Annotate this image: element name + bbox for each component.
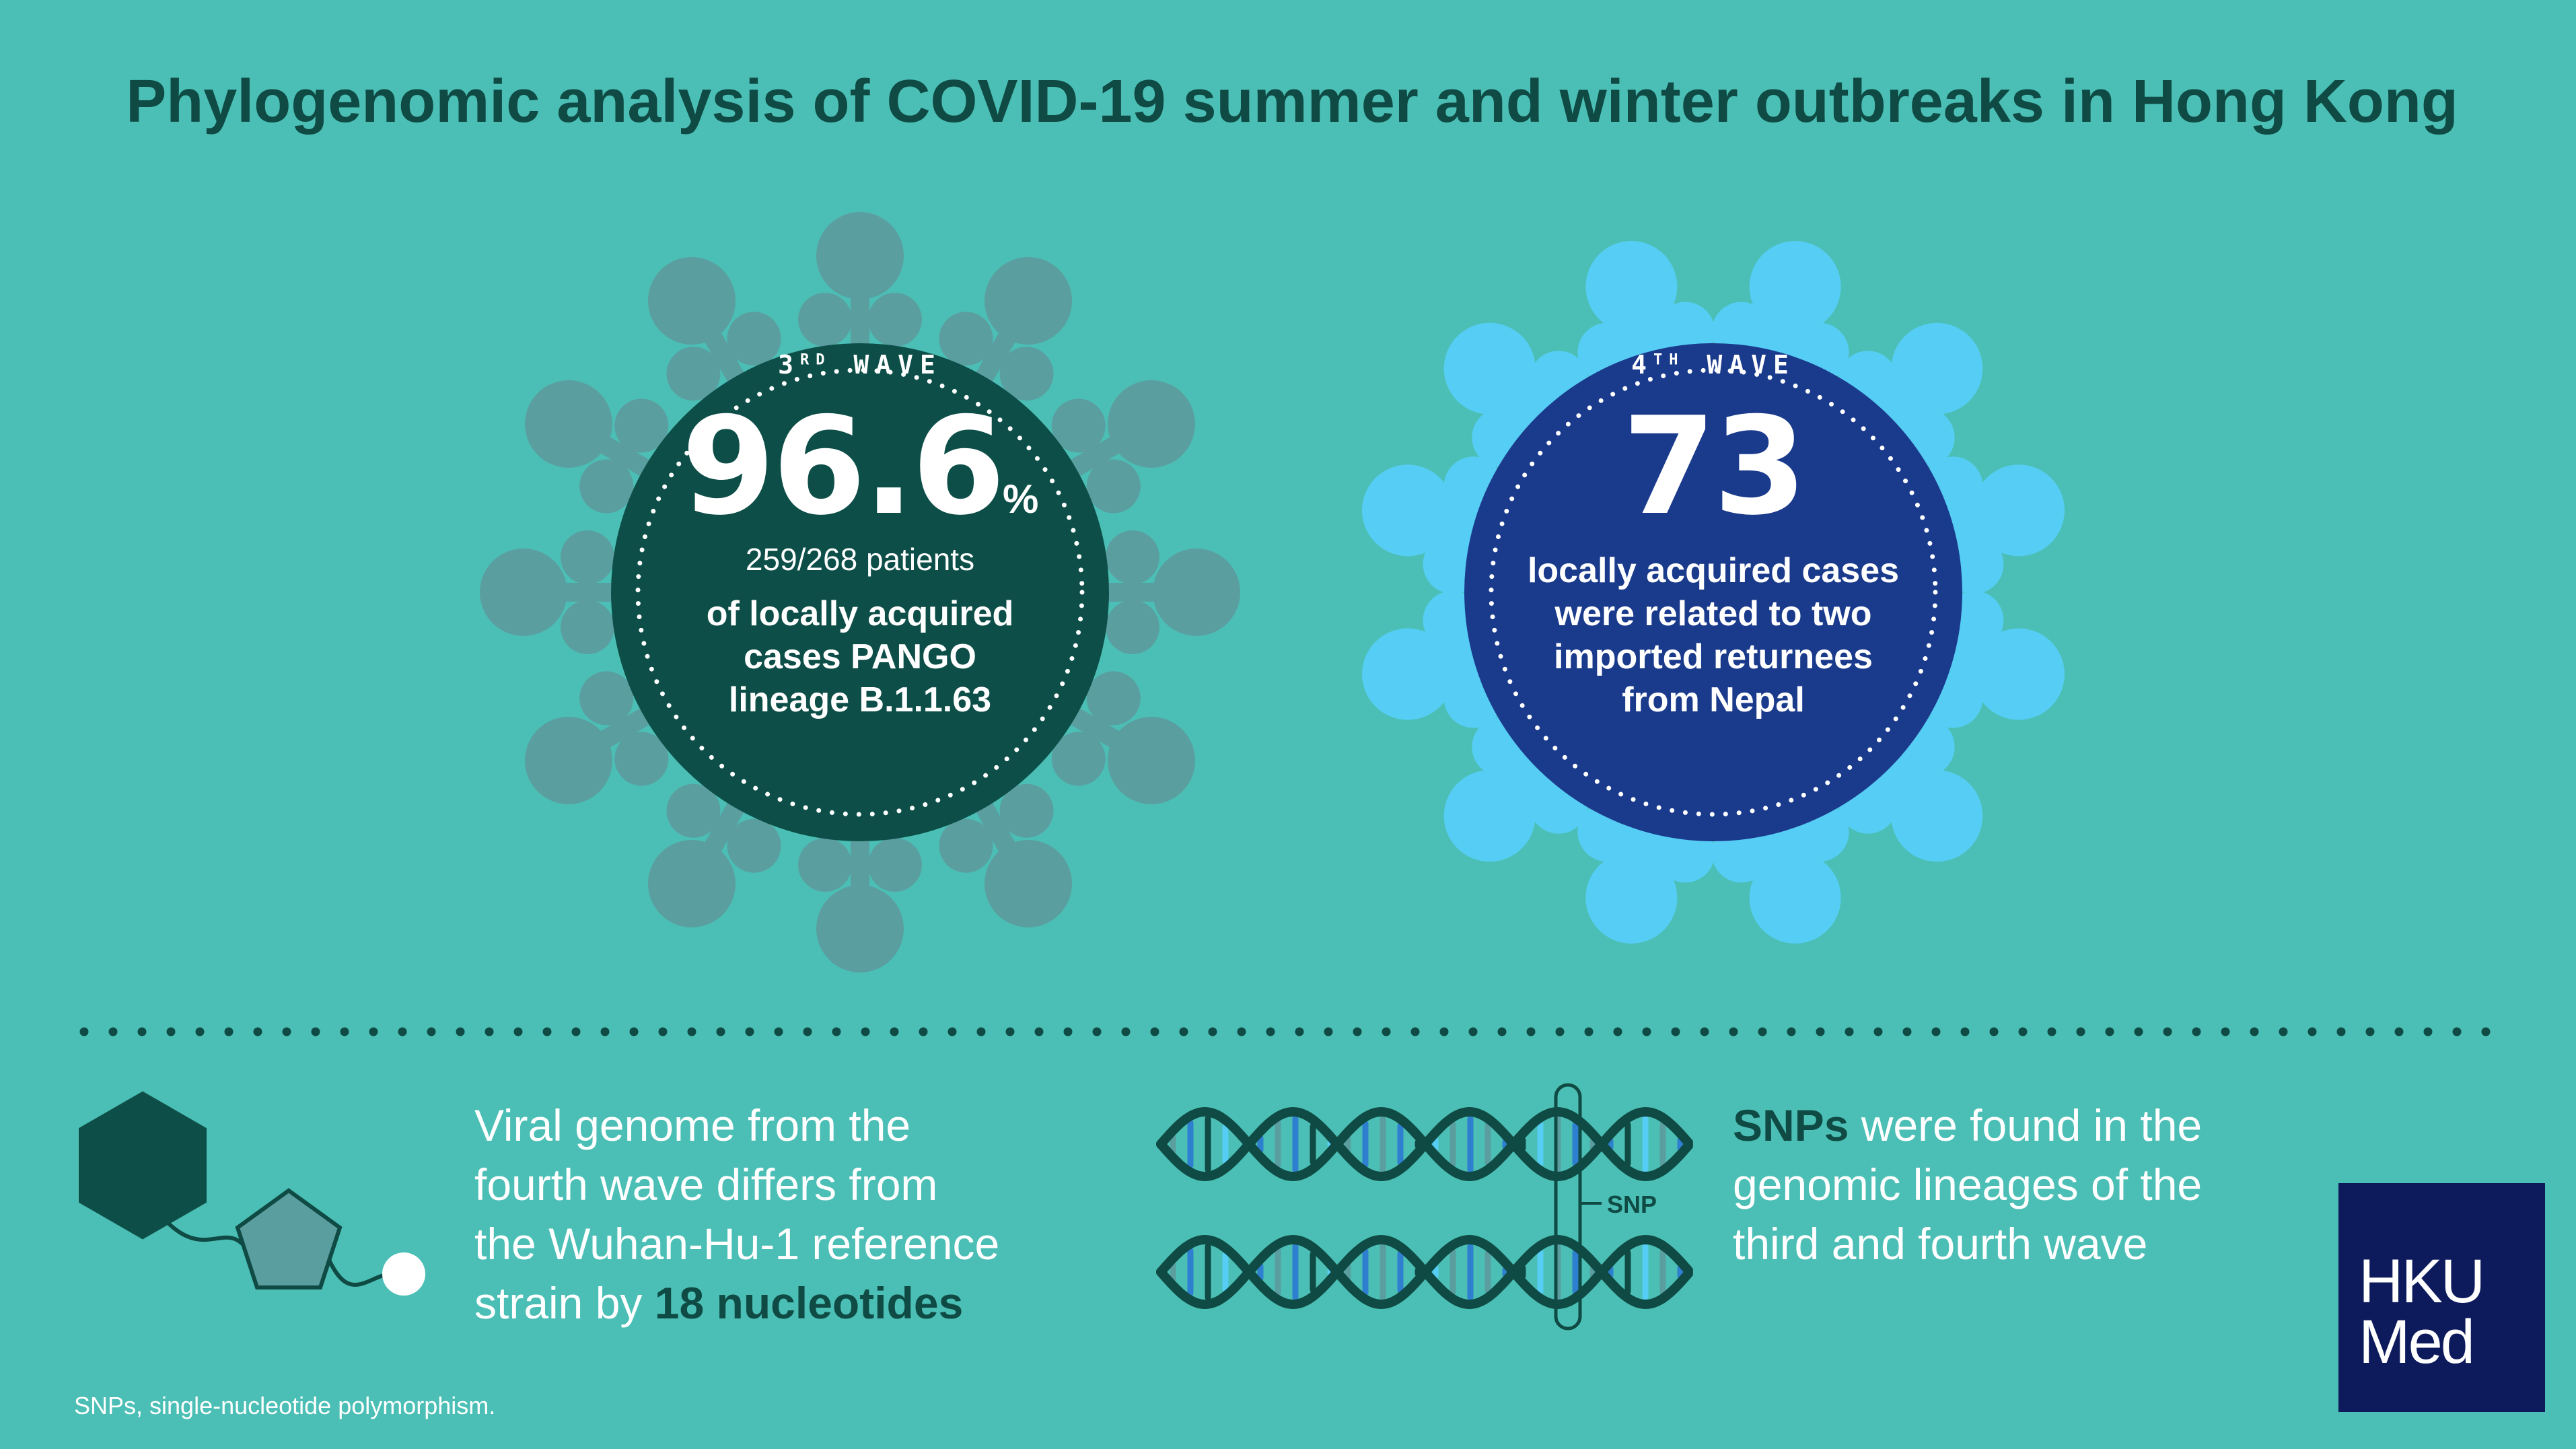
snp-term: SNPs [1733,1100,1849,1150]
dna-strand [1156,1106,1693,1182]
wave3-patients: 259/268 patients [745,542,975,577]
wave3-value: 96.6 [681,388,1005,545]
wave4-value: 73 [1622,388,1807,545]
wave3-text: 3RD WAVE 96.6% 259/268 patients of local… [645,350,1075,721]
genome-text: Viral genome from the fourth wave differ… [474,1100,1000,1328]
wave3-dotted-ring [635,367,1085,817]
dna-icon: SNP [1156,1083,1693,1331]
wave4-circle [1464,343,1962,841]
snp-marker [1554,1083,1582,1331]
node-circle-icon [382,1252,425,1296]
wave3-unit: % [1003,476,1039,522]
wave4-label: 4TH WAVE [1631,350,1795,380]
hkumed-logo: HKU Med [2338,1183,2545,1412]
snp-marker-label: SNP [1607,1191,1657,1218]
wave3-description: of locally acquired cases PANGO lineage … [706,594,1014,719]
snp-text: SNPs were found in the genomic lineages … [1733,1100,2203,1269]
footnote: SNPs, single-nucleotide polymorphism. [74,1392,496,1419]
wave4-dotted-ring [1489,367,1938,817]
wave3-label: 3RD WAVE [778,350,942,380]
pentagon-icon [235,1188,343,1289]
hexagon-icon [79,1091,207,1240]
genome-icon [79,1091,425,1296]
dna-strand [1156,1234,1693,1310]
nucleotide-count: 18 nucleotides [654,1278,964,1328]
wave4-text: 4TH WAVE 73 locally acquired cases were … [1491,350,1935,721]
wave3-stat: 96.6% [645,400,1075,534]
wave4-description: locally acquired cases were related to t… [1527,551,1900,719]
wave3-circle [611,343,1109,841]
page-title: Phylogenomic analysis of COVID-19 summer… [126,68,2458,135]
